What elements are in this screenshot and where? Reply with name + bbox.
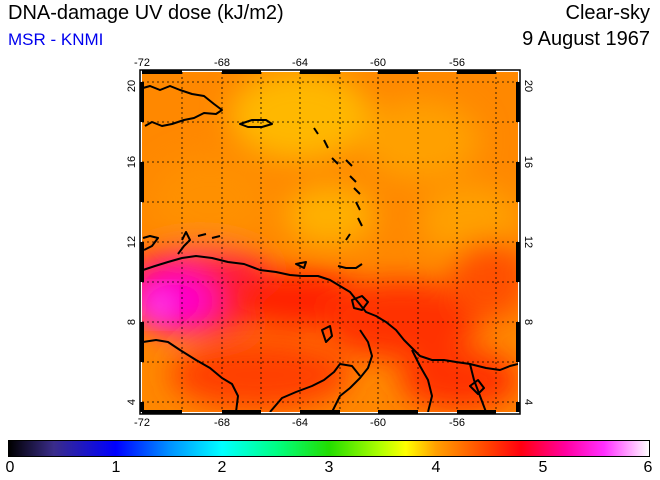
uv-dose-map: -72 -68 -64 -60 -56 -72 -68 -64 -60 -56 … (126, 57, 534, 429)
lat-tick-right: 16 (522, 156, 534, 168)
sky-condition-label: Clear-sky (565, 2, 650, 24)
coastline-lesser-antilles (313, 127, 363, 269)
coastlines (142, 85, 518, 412)
lon-tick-top: -64 (292, 57, 308, 69)
colorbar (8, 440, 650, 457)
lon-tick-bottom: -64 (292, 417, 308, 429)
coastline-hispaniola (142, 85, 223, 127)
uv-field-blob (142, 270, 215, 330)
lon-tick-top: -60 (370, 57, 386, 69)
lat-tick-right: 4 (522, 399, 534, 405)
border-guyana (331, 329, 373, 412)
uv-field-blob (400, 350, 518, 410)
frame-checker (140, 70, 520, 414)
uv-field-peak (148, 289, 172, 321)
lat-tick-right: 8 (522, 319, 534, 325)
lat-tick-right: 12 (522, 236, 534, 248)
coastline-bay (321, 325, 333, 343)
uv-field-blob (285, 185, 375, 245)
coastline-lake (469, 379, 485, 395)
lon-tick-top: -56 (449, 57, 465, 69)
colorbar-label: 0 (5, 459, 15, 476)
coastline-south-america (142, 235, 518, 371)
border-colombia-venezuela (142, 339, 239, 412)
lon-tick-bottom: -60 (370, 417, 386, 429)
colorbar-label: 3 (324, 459, 334, 476)
uv-field-blob (150, 155, 270, 245)
lat-tick-right: 20 (522, 80, 534, 92)
coastline-trinidad (351, 295, 369, 311)
lon-tick-top: -72 (134, 57, 150, 69)
colorbar-label: 4 (431, 459, 441, 476)
lat-tick-left: 12 (126, 236, 138, 248)
graticule (142, 72, 518, 412)
map-title: DNA-damage UV dose (kJ/m2) (8, 2, 284, 24)
coastline-puerto-rico (239, 119, 273, 128)
lat-tick-left: 4 (126, 399, 138, 405)
border-suriname (411, 349, 433, 412)
coastline-margarita (295, 261, 307, 269)
lon-tick-top: -68 (214, 57, 230, 69)
lat-tick-left: 8 (126, 319, 138, 325)
lat-tick-left: 20 (126, 80, 138, 92)
uv-field-blob (170, 340, 350, 410)
uv-field-blob (230, 72, 370, 160)
credit-label: MSR - KNMI (8, 30, 104, 49)
border-venezuela-brazil (269, 363, 361, 412)
lat-tick-left: 16 (126, 156, 138, 168)
lon-tick-bottom: -56 (449, 417, 465, 429)
border-french-guiana (469, 363, 487, 412)
lon-tick-bottom: -72 (134, 417, 150, 429)
colorbar-label: 5 (538, 459, 548, 476)
coastline-abc-islands (197, 233, 221, 239)
uv-field-blob (420, 185, 518, 255)
date-label: 9 August 1967 (522, 28, 650, 50)
colorbar-label: 6 (643, 459, 653, 476)
colorbar-label: 2 (217, 459, 227, 476)
colorbar-label: 1 (111, 459, 121, 476)
uv-field-blob (360, 100, 480, 180)
uv-field-blob (450, 240, 518, 320)
lon-tick-bottom: -68 (214, 417, 230, 429)
uv-field-blob (320, 280, 480, 360)
